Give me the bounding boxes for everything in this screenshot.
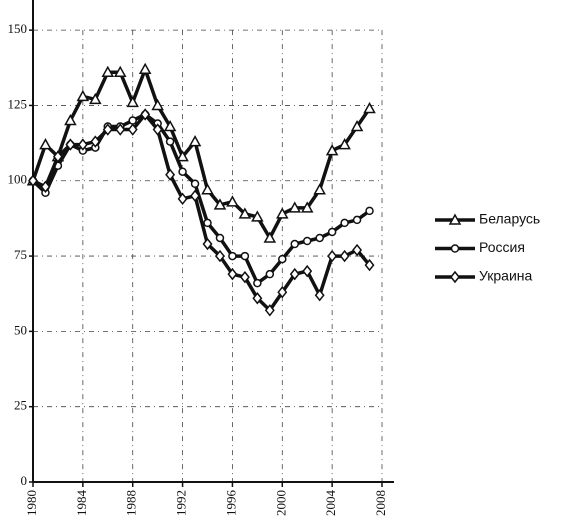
x-tick-label: 2008 — [373, 490, 388, 516]
marker — [89, 92, 102, 105]
marker — [64, 113, 77, 126]
x-tick-label: 1984 — [74, 490, 89, 517]
marker — [300, 201, 314, 213]
marker — [188, 135, 202, 147]
marker — [338, 138, 351, 150]
marker — [290, 239, 299, 249]
marker — [450, 244, 460, 253]
marker — [365, 206, 374, 216]
marker — [450, 270, 460, 284]
marker — [289, 267, 300, 281]
marker — [101, 65, 115, 78]
marker — [115, 123, 126, 136]
y-tick-label: 50 — [14, 322, 27, 337]
marker — [90, 135, 101, 148]
marker — [448, 213, 462, 225]
marker — [364, 258, 375, 272]
y-tick-label: 150 — [8, 21, 28, 36]
marker — [325, 144, 339, 156]
marker — [264, 304, 275, 317]
marker — [239, 270, 250, 284]
marker — [65, 138, 76, 151]
series-line — [31, 67, 371, 240]
legend-label: Россия — [479, 239, 525, 255]
marker — [190, 189, 200, 203]
y-tick-label: 25 — [14, 398, 27, 413]
marker — [314, 289, 325, 302]
marker — [128, 116, 137, 125]
marker — [203, 218, 212, 228]
marker — [138, 62, 152, 75]
marker — [238, 207, 252, 219]
marker — [276, 207, 289, 219]
y-tick-label: 75 — [14, 247, 27, 262]
marker — [39, 138, 52, 150]
marker — [315, 233, 324, 243]
marker — [113, 65, 127, 78]
series-line — [31, 112, 371, 285]
marker — [252, 292, 263, 305]
legend-label: Украина — [479, 268, 533, 284]
marker — [240, 251, 250, 261]
marker — [163, 119, 177, 132]
marker — [52, 150, 63, 163]
marker — [165, 168, 176, 181]
marker — [213, 198, 227, 210]
marker — [227, 267, 238, 281]
marker — [151, 98, 164, 111]
marker — [313, 183, 326, 195]
marker — [327, 249, 338, 263]
marker — [176, 150, 189, 162]
marker — [177, 192, 188, 206]
marker — [201, 183, 214, 195]
marker — [215, 233, 225, 243]
marker — [363, 101, 376, 114]
marker — [152, 123, 163, 136]
x-tick-label: 1980 — [24, 490, 39, 516]
marker — [350, 119, 364, 132]
marker — [302, 264, 313, 278]
marker — [190, 179, 200, 189]
x-tick-label: 1992 — [174, 490, 189, 516]
marker — [226, 195, 239, 207]
x-tick-label: 1988 — [124, 490, 139, 516]
marker — [228, 251, 237, 261]
x-tick-label: 1996 — [223, 490, 238, 517]
marker — [278, 254, 287, 264]
x-tick-label: 2004 — [323, 490, 338, 517]
marker — [352, 215, 362, 225]
marker — [202, 237, 213, 251]
marker — [102, 123, 113, 136]
marker — [253, 278, 262, 288]
y-tick-label: 100 — [8, 172, 28, 187]
marker — [327, 227, 337, 237]
marker — [340, 218, 349, 228]
marker — [352, 243, 363, 257]
marker — [277, 286, 288, 299]
marker — [251, 210, 264, 222]
marker — [40, 180, 51, 193]
series-line — [32, 112, 371, 313]
marker — [76, 89, 90, 102]
marker — [302, 236, 312, 246]
x-tick-label: 2000 — [273, 490, 288, 516]
marker — [178, 167, 187, 176]
marker — [265, 269, 275, 279]
marker — [127, 123, 138, 136]
marker — [28, 174, 38, 187]
y-tick-label: 125 — [8, 96, 28, 111]
marker — [339, 249, 350, 263]
marker — [140, 108, 151, 121]
legend-label: Беларусь — [479, 211, 540, 227]
marker — [77, 138, 88, 151]
marker — [288, 201, 302, 213]
marker — [126, 95, 139, 108]
legend: Беларусь Россия Украина — [435, 211, 540, 284]
marker — [165, 137, 175, 146]
marker — [215, 249, 225, 263]
y-tick-label: 0 — [21, 473, 28, 488]
marker — [263, 231, 277, 243]
